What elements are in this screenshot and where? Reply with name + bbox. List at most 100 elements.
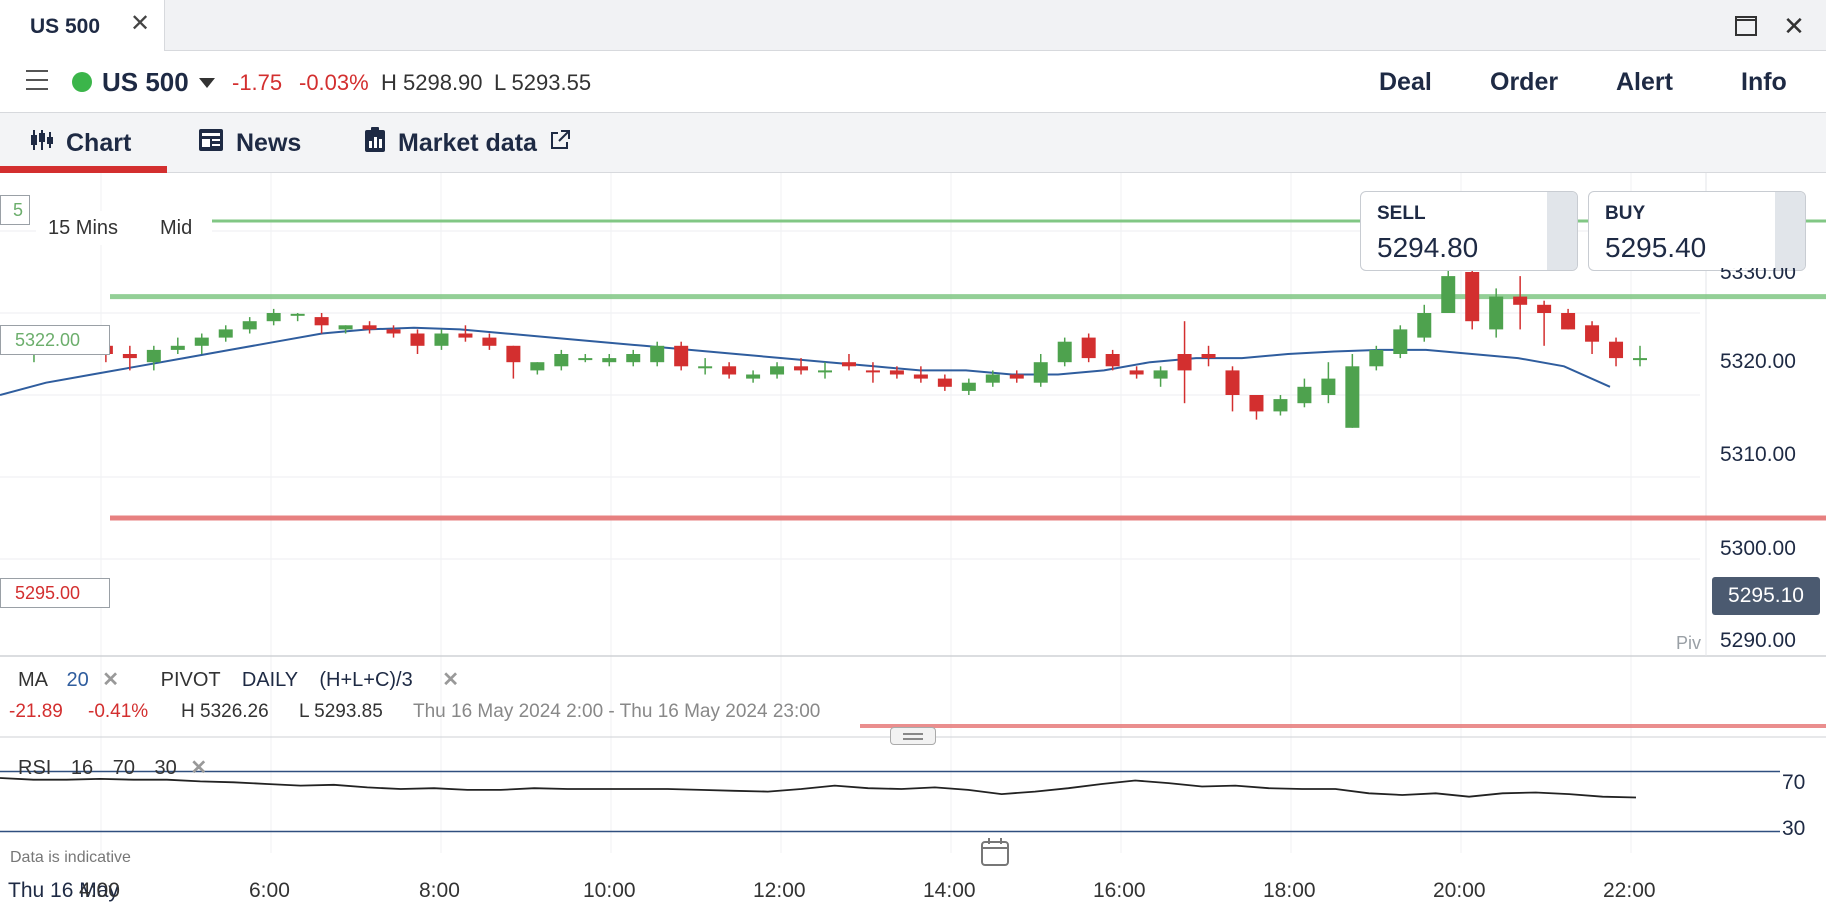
candle-body[interactable] bbox=[746, 374, 761, 379]
candle-body[interactable] bbox=[1561, 313, 1576, 330]
candle-body[interactable] bbox=[1393, 329, 1408, 354]
y-tick-label: 5330.00 bbox=[1720, 261, 1796, 284]
sell-price: 5294.80 bbox=[1377, 232, 1479, 263]
candle-body[interactable] bbox=[458, 333, 473, 338]
close-icon[interactable]: ✕ bbox=[130, 10, 151, 37]
candle-body[interactable] bbox=[865, 370, 880, 373]
candle-body[interactable] bbox=[1129, 370, 1144, 375]
candle-body[interactable] bbox=[1201, 354, 1216, 359]
menu-icon[interactable] bbox=[26, 70, 48, 90]
remove-pivot-icon[interactable]: ✕ bbox=[442, 669, 460, 691]
candle-body[interactable] bbox=[1369, 349, 1384, 367]
candle-body[interactable] bbox=[770, 366, 785, 375]
instrument-name[interactable]: US 500 bbox=[102, 67, 189, 97]
candle-body[interactable] bbox=[434, 333, 449, 346]
candle-body[interactable] bbox=[386, 329, 401, 334]
buy-button[interactable]: BUY 5295.40 bbox=[1588, 191, 1806, 271]
candle-body[interactable] bbox=[1537, 304, 1552, 313]
candle-body[interactable] bbox=[266, 313, 281, 322]
candle-body[interactable] bbox=[1465, 272, 1480, 322]
candle-body[interactable] bbox=[841, 362, 856, 367]
remove-ma-icon[interactable]: ✕ bbox=[102, 669, 120, 691]
calendar-icon[interactable] bbox=[980, 837, 1010, 867]
candle-body[interactable] bbox=[1609, 341, 1624, 359]
candle-body[interactable] bbox=[1033, 362, 1048, 383]
candle-body[interactable] bbox=[961, 382, 976, 391]
candle-body[interactable] bbox=[1009, 374, 1024, 379]
candle-body[interactable] bbox=[1345, 366, 1360, 428]
tab-chart[interactable]: Chart bbox=[30, 113, 131, 173]
candle-body[interactable] bbox=[1441, 276, 1456, 313]
candle-body[interactable] bbox=[1153, 370, 1168, 379]
candle-body[interactable] bbox=[290, 313, 305, 316]
candle-body[interactable] bbox=[1633, 358, 1647, 361]
candle-body[interactable] bbox=[146, 349, 161, 363]
candle-body[interactable] bbox=[242, 321, 257, 330]
tab-us500[interactable]: US 500 ✕ bbox=[0, 0, 165, 51]
candle-body[interactable] bbox=[314, 317, 329, 326]
candle-body[interactable] bbox=[1321, 378, 1336, 395]
pivot-period[interactable]: DAILY bbox=[241, 669, 298, 691]
chart-area[interactable]: 5 15 Mins Mid SELL 5294.80 BUY 5295.40 5… bbox=[0, 173, 1826, 914]
rsi-period[interactable]: 16 bbox=[70, 757, 94, 779]
candle-body[interactable] bbox=[554, 354, 569, 367]
candle-body[interactable] bbox=[362, 325, 377, 330]
maximize-icon[interactable] bbox=[1732, 12, 1760, 40]
candle-body[interactable] bbox=[1417, 313, 1432, 338]
candle-body[interactable] bbox=[1489, 296, 1504, 330]
candle-body[interactable] bbox=[1273, 399, 1288, 412]
candle-body[interactable] bbox=[1105, 354, 1120, 367]
candle-body[interactable] bbox=[937, 378, 952, 387]
candle-body[interactable] bbox=[218, 329, 233, 338]
tab-news[interactable]: News bbox=[198, 113, 301, 173]
candle-body[interactable] bbox=[170, 345, 185, 350]
candle-body[interactable] bbox=[626, 354, 641, 363]
candle-body[interactable] bbox=[410, 333, 425, 346]
sell-button[interactable]: SELL 5294.80 bbox=[1360, 191, 1578, 271]
candle-body[interactable] bbox=[578, 358, 593, 361]
rsi-upper[interactable]: 70 bbox=[112, 757, 135, 779]
candle-body[interactable] bbox=[985, 374, 1000, 383]
price-type-label[interactable]: Mid bbox=[160, 217, 193, 239]
pivot-formula[interactable]: (H+L+C)/3 bbox=[319, 669, 413, 691]
candle-body[interactable] bbox=[1249, 395, 1264, 412]
candle-body[interactable] bbox=[650, 345, 665, 363]
candle-body[interactable] bbox=[1177, 354, 1192, 371]
candle-body[interactable] bbox=[698, 366, 713, 369]
candle-body[interactable] bbox=[889, 370, 904, 375]
price-chart[interactable] bbox=[0, 173, 1826, 914]
candle-body[interactable] bbox=[1081, 337, 1096, 359]
candle-body[interactable] bbox=[1513, 296, 1528, 305]
interval-label[interactable]: 15 Mins bbox=[48, 217, 119, 239]
candle-body[interactable] bbox=[122, 354, 137, 359]
candle-body[interactable] bbox=[194, 337, 209, 346]
candle-body[interactable] bbox=[1585, 325, 1600, 342]
candle-body[interactable] bbox=[722, 366, 737, 375]
pane-resize-handle[interactable] bbox=[890, 727, 936, 745]
alert-button[interactable]: Alert bbox=[1616, 68, 1673, 96]
tab-market-data[interactable]: Market data bbox=[364, 113, 571, 173]
support-price-tag[interactable]: 5295.00 bbox=[0, 578, 110, 608]
ma-period[interactable]: 20 bbox=[66, 669, 89, 691]
candle-body[interactable] bbox=[1057, 341, 1072, 363]
resistance-price-tag[interactable]: 5322.00 bbox=[0, 325, 110, 355]
candle-body[interactable] bbox=[818, 370, 832, 373]
candle-body[interactable] bbox=[338, 325, 353, 330]
candle-body[interactable] bbox=[674, 345, 689, 367]
order-button[interactable]: Order bbox=[1490, 68, 1559, 96]
candle-body[interactable] bbox=[1225, 370, 1240, 395]
candle-body[interactable] bbox=[506, 345, 521, 363]
remove-rsi-icon[interactable]: ✕ bbox=[190, 757, 208, 779]
candle-body[interactable] bbox=[794, 366, 809, 371]
deal-button[interactable]: Deal bbox=[1379, 68, 1432, 96]
interval-selector[interactable]: 15 Mins Mid bbox=[36, 211, 212, 245]
candle-body[interactable] bbox=[482, 337, 497, 346]
candle-body[interactable] bbox=[1297, 386, 1312, 404]
close-window-icon[interactable]: ✕ bbox=[1783, 11, 1805, 41]
rsi-lower[interactable]: 30 bbox=[154, 757, 177, 779]
candle-body[interactable] bbox=[530, 362, 545, 371]
info-button[interactable]: Info bbox=[1741, 68, 1787, 96]
chevron-down-icon[interactable] bbox=[199, 78, 215, 88]
candle-body[interactable] bbox=[602, 358, 617, 363]
candle-body[interactable] bbox=[913, 374, 928, 379]
